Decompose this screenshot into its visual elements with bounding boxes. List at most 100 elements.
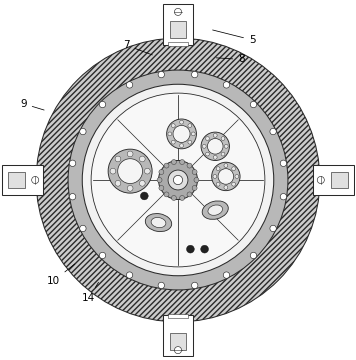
Circle shape xyxy=(201,132,229,161)
Bar xyxy=(8,172,25,188)
Text: 10: 10 xyxy=(47,264,75,286)
Circle shape xyxy=(164,163,169,168)
Circle shape xyxy=(232,167,236,171)
Circle shape xyxy=(216,182,220,186)
Bar xyxy=(2,166,42,194)
Circle shape xyxy=(213,156,217,159)
Circle shape xyxy=(118,159,142,184)
Circle shape xyxy=(157,177,162,183)
Circle shape xyxy=(159,185,164,190)
Circle shape xyxy=(140,192,148,200)
Bar xyxy=(168,314,188,318)
Bar xyxy=(314,166,354,194)
Circle shape xyxy=(212,162,240,191)
Circle shape xyxy=(115,156,121,162)
Circle shape xyxy=(174,347,182,354)
Circle shape xyxy=(158,282,164,289)
Circle shape xyxy=(140,156,145,162)
Circle shape xyxy=(167,119,197,149)
Text: 8: 8 xyxy=(216,54,245,64)
Circle shape xyxy=(224,144,228,148)
Circle shape xyxy=(127,185,133,191)
Circle shape xyxy=(126,82,133,88)
Circle shape xyxy=(32,176,39,184)
Circle shape xyxy=(171,140,175,144)
Circle shape xyxy=(317,176,324,184)
Circle shape xyxy=(69,160,76,166)
Circle shape xyxy=(80,225,86,231)
Circle shape xyxy=(187,192,192,197)
Circle shape xyxy=(205,137,209,140)
Circle shape xyxy=(205,152,209,156)
Circle shape xyxy=(145,168,150,174)
Circle shape xyxy=(99,252,106,259)
Circle shape xyxy=(224,163,228,167)
Circle shape xyxy=(280,194,287,200)
Circle shape xyxy=(201,245,209,253)
Text: 7: 7 xyxy=(123,40,152,55)
Circle shape xyxy=(221,152,225,156)
Circle shape xyxy=(126,272,133,278)
Circle shape xyxy=(110,168,116,174)
Circle shape xyxy=(180,144,183,148)
Circle shape xyxy=(172,195,176,201)
Circle shape xyxy=(108,149,152,193)
Ellipse shape xyxy=(202,201,228,219)
Circle shape xyxy=(192,71,198,78)
Circle shape xyxy=(192,282,198,289)
Circle shape xyxy=(80,129,86,135)
Ellipse shape xyxy=(151,217,166,228)
Bar xyxy=(168,42,188,46)
Circle shape xyxy=(192,185,197,190)
Circle shape xyxy=(250,252,257,259)
Text: 14: 14 xyxy=(82,282,99,303)
Circle shape xyxy=(187,245,194,253)
Circle shape xyxy=(69,194,76,200)
Circle shape xyxy=(180,195,184,201)
Circle shape xyxy=(127,151,133,157)
Circle shape xyxy=(223,82,230,88)
Ellipse shape xyxy=(208,205,222,215)
Circle shape xyxy=(235,175,239,178)
Circle shape xyxy=(250,101,257,108)
Circle shape xyxy=(194,177,199,183)
Circle shape xyxy=(164,192,169,197)
Circle shape xyxy=(223,272,230,278)
Bar xyxy=(169,333,187,350)
Ellipse shape xyxy=(145,213,172,231)
Bar xyxy=(169,21,187,39)
Circle shape xyxy=(232,182,236,186)
Circle shape xyxy=(36,38,320,322)
Circle shape xyxy=(270,225,276,231)
Circle shape xyxy=(213,175,217,178)
Circle shape xyxy=(191,132,195,136)
Circle shape xyxy=(168,132,172,136)
Bar xyxy=(163,315,193,356)
Circle shape xyxy=(187,163,192,168)
Circle shape xyxy=(99,101,106,108)
Circle shape xyxy=(221,137,225,140)
Circle shape xyxy=(216,167,220,171)
Circle shape xyxy=(202,144,206,148)
Circle shape xyxy=(180,159,184,165)
Circle shape xyxy=(140,180,145,186)
Circle shape xyxy=(168,170,188,190)
Circle shape xyxy=(91,93,265,267)
Text: 9: 9 xyxy=(20,99,44,110)
Circle shape xyxy=(159,170,164,175)
Circle shape xyxy=(171,124,175,127)
Circle shape xyxy=(188,124,192,127)
Circle shape xyxy=(173,125,190,143)
Circle shape xyxy=(172,159,176,165)
Circle shape xyxy=(173,175,183,185)
Circle shape xyxy=(280,160,287,166)
Circle shape xyxy=(115,180,121,186)
Circle shape xyxy=(68,70,288,290)
Circle shape xyxy=(213,134,217,137)
Circle shape xyxy=(174,8,182,15)
Bar xyxy=(163,4,193,45)
Circle shape xyxy=(208,139,223,154)
Circle shape xyxy=(192,170,197,175)
Circle shape xyxy=(224,185,228,189)
Circle shape xyxy=(180,120,183,124)
